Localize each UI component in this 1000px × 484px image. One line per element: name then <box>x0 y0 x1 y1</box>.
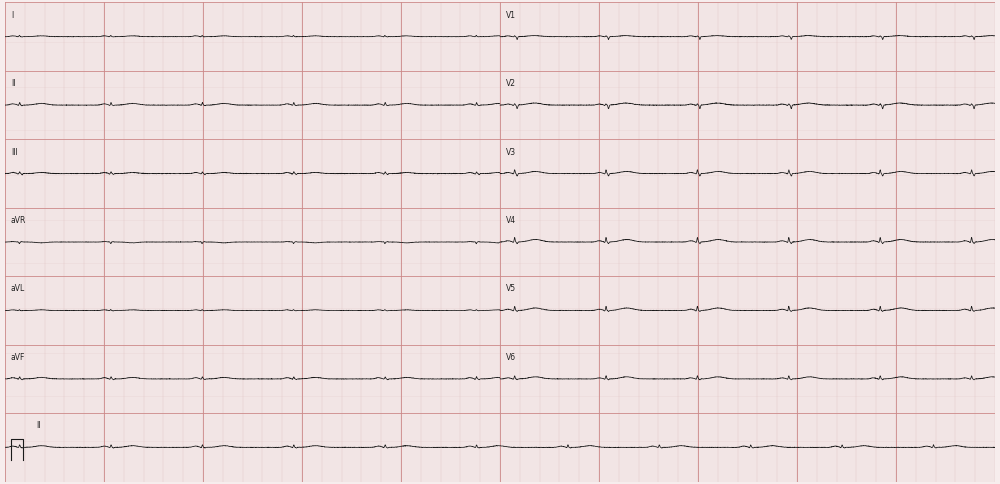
Text: III: III <box>11 148 18 156</box>
Text: aVR: aVR <box>11 216 26 225</box>
Text: V1: V1 <box>506 11 516 20</box>
Text: V3: V3 <box>506 148 516 156</box>
Text: V6: V6 <box>506 353 516 362</box>
Text: aVF: aVF <box>11 353 25 362</box>
Text: aVL: aVL <box>11 285 25 293</box>
Text: I: I <box>11 11 13 20</box>
Text: V4: V4 <box>506 216 516 225</box>
Text: V2: V2 <box>506 79 516 88</box>
Text: II: II <box>37 422 41 430</box>
Text: II: II <box>11 79 15 88</box>
Text: V5: V5 <box>506 285 516 293</box>
